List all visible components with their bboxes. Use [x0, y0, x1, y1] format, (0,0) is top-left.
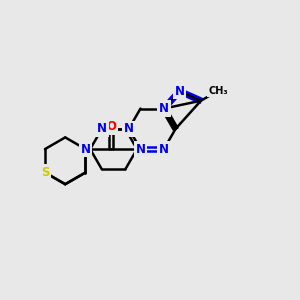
Text: CH₃: CH₃: [208, 86, 228, 96]
Text: N: N: [80, 142, 91, 156]
Text: O: O: [106, 120, 116, 134]
Text: N: N: [159, 142, 169, 156]
Text: N: N: [136, 142, 146, 156]
Text: N: N: [175, 85, 184, 98]
Text: N: N: [124, 122, 134, 135]
Text: N: N: [97, 122, 107, 135]
Text: N: N: [159, 102, 169, 115]
Text: N: N: [159, 102, 169, 115]
Text: S: S: [41, 166, 49, 179]
